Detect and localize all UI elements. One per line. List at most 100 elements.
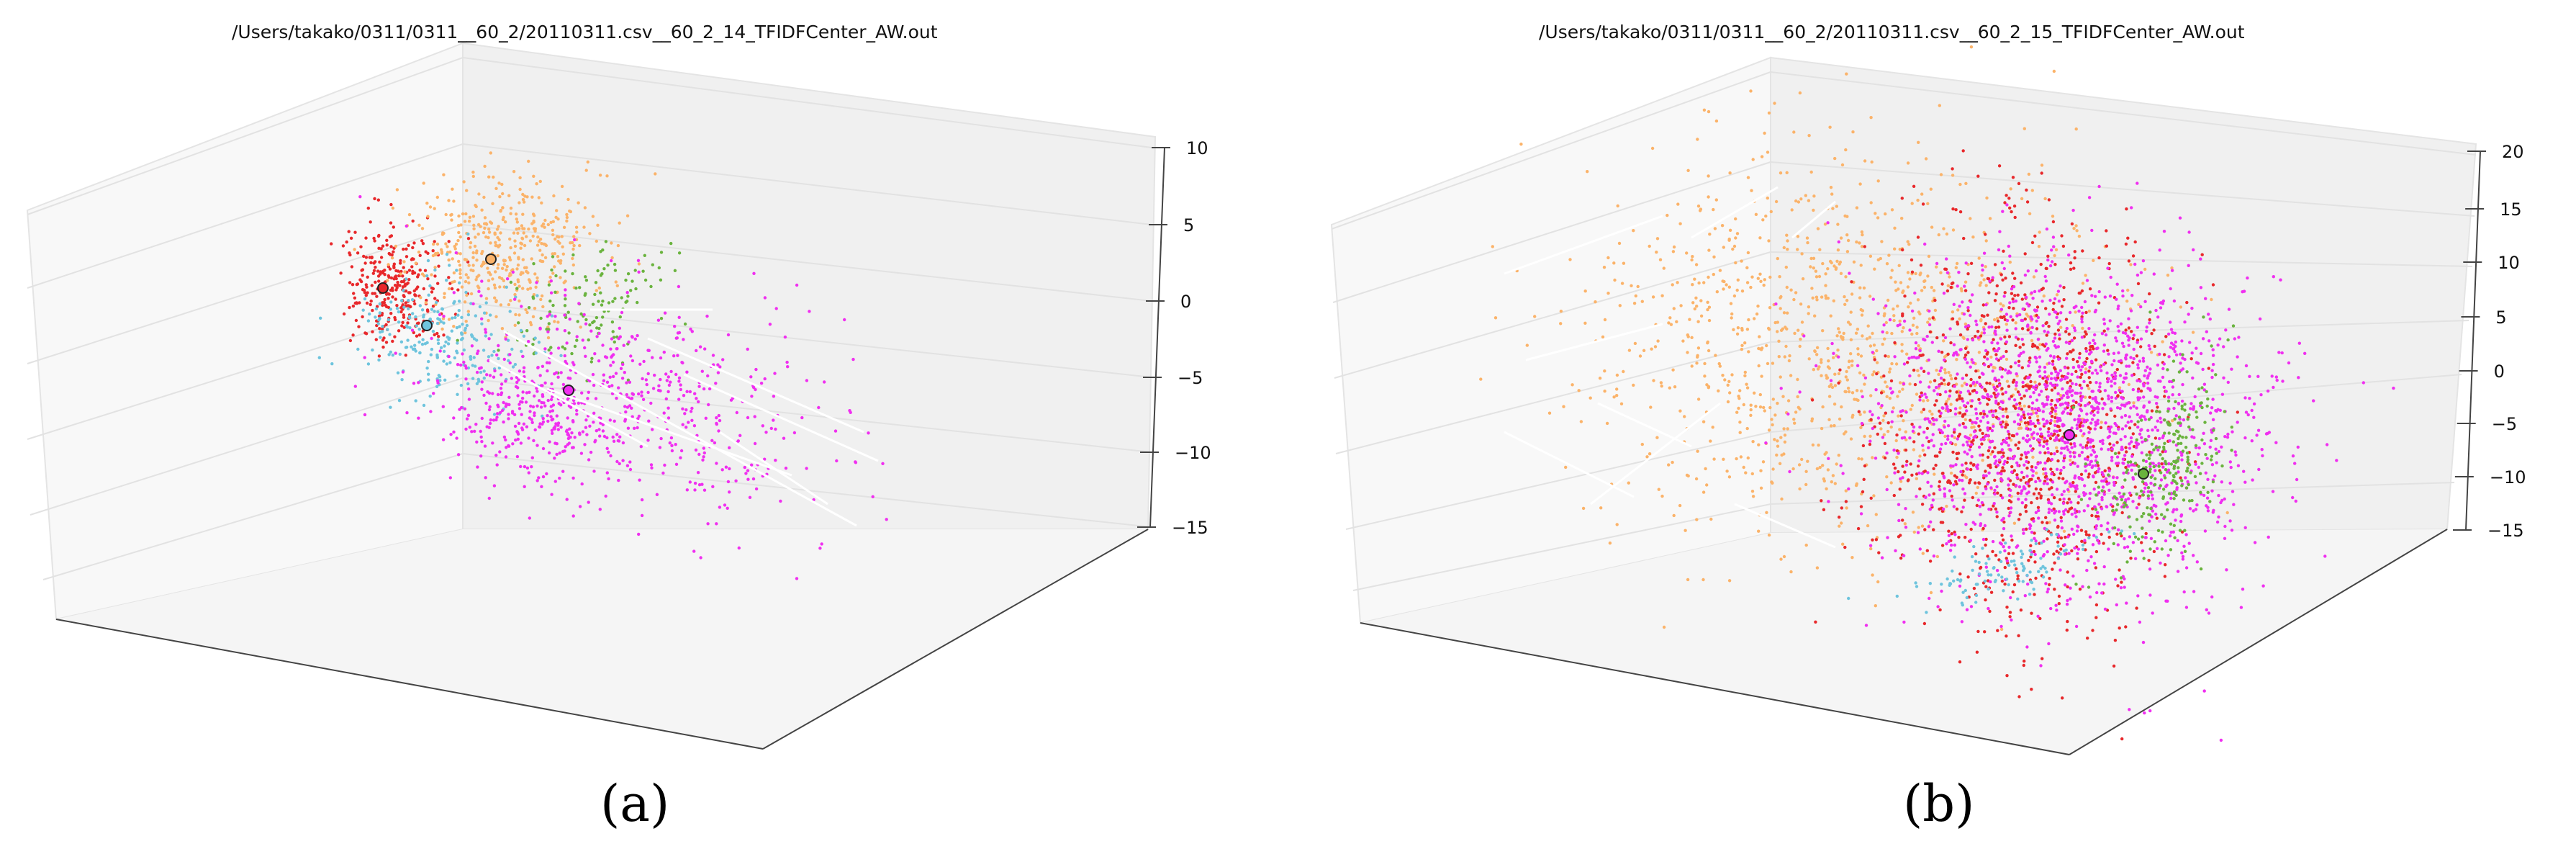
- data-point: [489, 418, 492, 422]
- data-point: [1856, 347, 1860, 351]
- data-point: [1703, 361, 1707, 366]
- data-point: [2010, 292, 2014, 295]
- data-point: [726, 480, 731, 484]
- data-point: [467, 220, 471, 223]
- data-point: [843, 318, 846, 322]
- data-point: [2152, 549, 2156, 554]
- data-point: [2023, 404, 2026, 408]
- data-point: [1838, 260, 1843, 264]
- data-point: [2001, 538, 2005, 542]
- data-point: [2012, 378, 2016, 382]
- data-point: [2088, 365, 2092, 369]
- data-point: [2075, 426, 2079, 431]
- data-point: [1846, 238, 1850, 243]
- data-point: [507, 413, 510, 416]
- data-point: [743, 465, 747, 470]
- data-point: [1947, 371, 1951, 374]
- data-point: [366, 206, 370, 210]
- data-point: [2131, 361, 2135, 364]
- data-point: [464, 377, 468, 381]
- data-point: [2220, 480, 2223, 484]
- data-point: [495, 463, 499, 467]
- data-point: [2061, 387, 2064, 391]
- data-point: [1879, 256, 1882, 261]
- data-point: [1737, 397, 1741, 400]
- data-point: [575, 408, 579, 413]
- data-point: [668, 441, 672, 445]
- data-point: [1858, 371, 1862, 374]
- data-point: [2035, 327, 2039, 331]
- data-point: [395, 304, 399, 307]
- data-point: [513, 297, 517, 301]
- data-point: [1979, 566, 1982, 570]
- data-point: [599, 291, 602, 295]
- data-point: [492, 349, 496, 354]
- data-point: [1981, 459, 1984, 462]
- data-point: [2174, 353, 2179, 356]
- data-point: [556, 428, 560, 431]
- data-point: [641, 269, 645, 273]
- data-point: [2025, 455, 2028, 459]
- data-point: [2077, 234, 2082, 238]
- data-point: [417, 340, 421, 344]
- data-point: [2093, 341, 2097, 346]
- data-point: [2090, 513, 2094, 518]
- data-point: [1889, 425, 1893, 429]
- data-point: [2223, 435, 2227, 439]
- data-point: [820, 542, 823, 546]
- data-point: [1825, 487, 1828, 490]
- data-point: [2109, 275, 2112, 279]
- data-point: [1678, 503, 1682, 508]
- data-point: [1999, 315, 2002, 319]
- data-point: [2187, 542, 2191, 545]
- data-point: [1975, 323, 1979, 327]
- data-point: [1946, 480, 1950, 484]
- data-point: [718, 418, 722, 423]
- data-point: [2116, 394, 2120, 397]
- data-point: [2150, 409, 2154, 413]
- data-point: [618, 315, 622, 319]
- data-point: [2061, 477, 2065, 480]
- data-point: [1949, 285, 1953, 289]
- data-point: [543, 256, 548, 259]
- data-point: [621, 459, 625, 462]
- data-point: [2008, 615, 2012, 619]
- data-point: [2058, 472, 2062, 475]
- data-point: [2009, 511, 2012, 514]
- data-point: [2243, 526, 2247, 529]
- data-point: [2210, 375, 2214, 379]
- data-point: [1932, 492, 1935, 495]
- data-point: [513, 239, 517, 243]
- data-point: [1709, 439, 1712, 443]
- data-point: [1732, 294, 1737, 298]
- data-point: [623, 371, 626, 374]
- data-point: [403, 270, 407, 274]
- data-point: [1901, 312, 1904, 316]
- data-point: [2118, 491, 2121, 495]
- data-point: [1910, 403, 1914, 408]
- data-point: [2002, 266, 2006, 271]
- data-point: [2089, 555, 2093, 559]
- data-point: [2076, 501, 2080, 505]
- data-point: [2296, 445, 2300, 449]
- data-point: [1619, 402, 1624, 405]
- data-point: [1977, 397, 1981, 401]
- data-point: [560, 235, 564, 238]
- data-point: [381, 301, 384, 305]
- data-point: [511, 270, 515, 274]
- data-point: [1579, 420, 1583, 423]
- data-point: [374, 260, 377, 264]
- data-point: [2138, 496, 2141, 500]
- chart-title-a: /Users/takako/0311/0311__60_2/20110311.c…: [232, 22, 938, 42]
- data-point: [1879, 391, 1884, 395]
- data-point: [2093, 295, 2097, 298]
- data-point: [697, 400, 700, 404]
- data-point: [1932, 422, 1935, 426]
- data-point: [2092, 562, 2097, 565]
- data-point: [2156, 428, 2160, 432]
- data-point: [1743, 370, 1747, 374]
- data-point: [1824, 272, 1827, 276]
- data-point: [2148, 318, 2151, 322]
- data-point: [702, 451, 706, 455]
- data-point: [2051, 215, 2055, 218]
